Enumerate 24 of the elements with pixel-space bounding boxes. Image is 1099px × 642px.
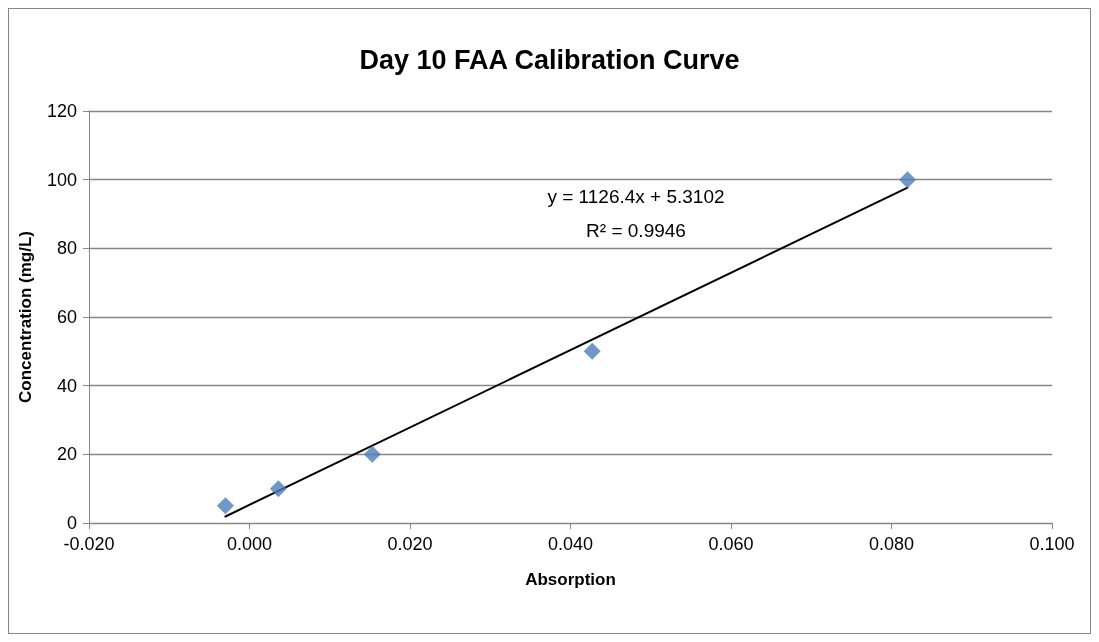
x-tick-label: 0.000 (226, 534, 273, 554)
x-tick-label: 0.100 (1029, 534, 1075, 554)
point (899, 171, 917, 189)
annotation: y = 1126.4x + 5.3102 (547, 186, 725, 207)
y-tick-label: 40 (56, 375, 77, 396)
x-tick-label: 0.060 (708, 534, 754, 554)
y-tick-label: 80 (56, 238, 77, 259)
x-tick-label: 0.040 (547, 534, 594, 554)
y-tick-label: 120 (46, 101, 77, 121)
point (269, 480, 287, 498)
x-tick-label: 0.020 (387, 534, 433, 554)
y-axis-title: Concentration (mg/L) (16, 231, 35, 403)
point (363, 445, 381, 463)
y-tick-label: 60 (56, 307, 77, 327)
chart-title: Day 10 FAA Calibration Curve (359, 44, 740, 75)
x-tick-label: 0.080 (868, 534, 915, 554)
annotation: R² = 0.9946 (586, 220, 686, 241)
y-tick-label: 100 (46, 169, 77, 190)
point (583, 342, 601, 360)
y-tick-label: 20 (56, 444, 77, 465)
point (216, 497, 234, 515)
x-axis-title: Absorption (525, 570, 616, 589)
y-tick-label: 0 (66, 513, 77, 533)
x-tick-label: -0.020 (63, 534, 115, 554)
